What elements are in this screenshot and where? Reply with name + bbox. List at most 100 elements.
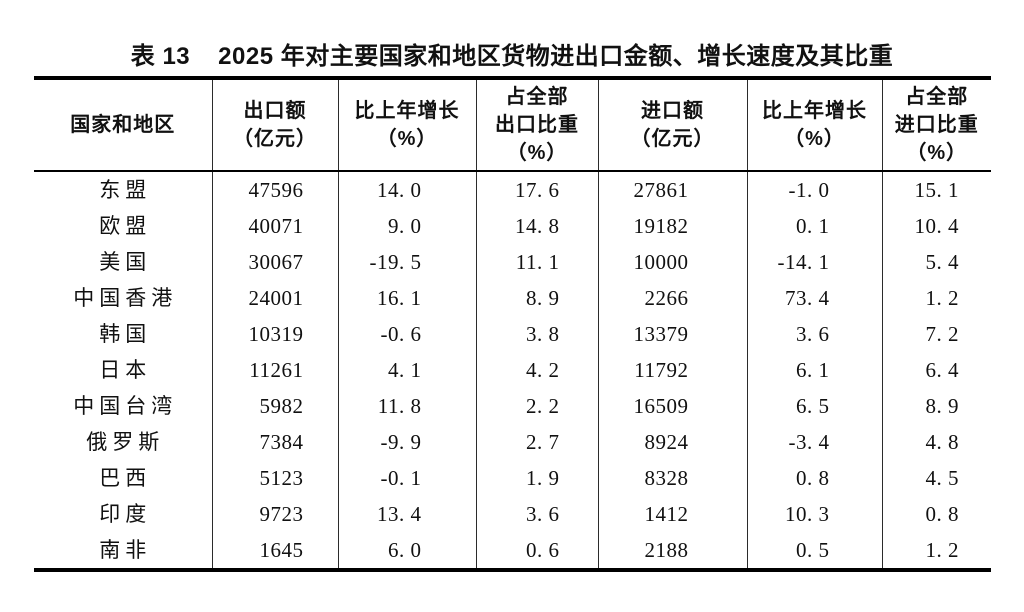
cell-export-share: 2. 7 [475, 424, 598, 460]
cell-export-share: 17. 6 [475, 171, 598, 208]
cell-export-share: 2. 2 [475, 388, 598, 424]
table-row: 中国台湾 5982 11. 8 2. 2 16509 6. 5 8. 9 [34, 388, 991, 424]
cell-export-value: 40071 [211, 208, 338, 244]
cell-export-value: 11261 [211, 352, 338, 388]
cell-import-value: 19182 [597, 208, 747, 244]
cell-import-value: 8924 [597, 424, 747, 460]
cell-import-share: 8. 9 [881, 388, 991, 424]
cell-import-value: 13379 [597, 316, 747, 352]
cell-import-value: 11792 [597, 352, 747, 388]
cell-export-value: 5123 [211, 460, 338, 496]
cell-export-growth: -0. 1 [337, 460, 476, 496]
cell-import-value: 2266 [597, 280, 747, 316]
cell-export-growth: -9. 9 [337, 424, 476, 460]
column-header-import-growth: 比上年增长 （%） [746, 78, 882, 172]
cell-import-growth: -1. 0 [746, 171, 882, 208]
cell-import-share: 4. 5 [881, 460, 991, 496]
cell-import-growth: 6. 1 [746, 352, 882, 388]
cell-export-share: 3. 6 [475, 496, 598, 532]
table-row: 南非 1645 6. 0 0. 6 2188 0. 5 1. 2 [34, 532, 991, 570]
cell-region: 印度 [99, 502, 152, 526]
cell-export-share: 11. 1 [475, 244, 598, 280]
cell-import-share: 1. 2 [881, 280, 991, 316]
cell-export-value: 47596 [211, 171, 338, 208]
table-row: 韩国 10319 -0. 6 3. 8 13379 3. 6 7. 2 [34, 316, 991, 352]
table-row: 东盟 47596 14. 0 17. 6 27861 -1. 0 15. 1 [34, 171, 991, 208]
cell-region: 中国台湾 [73, 394, 178, 418]
cell-export-share: 14. 8 [475, 208, 598, 244]
cell-import-growth: 6. 5 [746, 388, 882, 424]
table-row: 中国香港 24001 16. 1 8. 9 2266 73. 4 1. 2 [34, 280, 991, 316]
cell-import-share: 0. 8 [881, 496, 991, 532]
cell-export-growth: 13. 4 [337, 496, 476, 532]
cell-region: 美国 [99, 250, 152, 274]
cell-export-share: 0. 6 [475, 532, 598, 570]
cell-region: 巴西 [99, 466, 152, 490]
cell-import-growth: 0. 5 [746, 532, 882, 570]
cell-import-growth: 10. 3 [746, 496, 882, 532]
cell-export-value: 1645 [211, 532, 338, 570]
table-row: 印度 9723 13. 4 3. 6 1412 10. 3 0. 8 [34, 496, 991, 532]
cell-export-growth: 14. 0 [337, 171, 476, 208]
cell-export-growth: 9. 0 [337, 208, 476, 244]
cell-import-growth: 0. 8 [746, 460, 882, 496]
table-row: 美国 30067 -19. 5 11. 1 10000 -14. 1 5. 4 [34, 244, 991, 280]
table-number-label: 表 13 [130, 43, 191, 70]
cell-import-growth: 3. 6 [746, 316, 882, 352]
cell-import-growth: 0. 1 [746, 208, 882, 244]
cell-export-share: 1. 9 [475, 460, 598, 496]
cell-region: 南非 [99, 538, 152, 562]
cell-export-value: 24001 [211, 280, 338, 316]
cell-export-growth: -0. 6 [337, 316, 476, 352]
cell-import-share: 1. 2 [881, 532, 991, 570]
cell-export-growth: 6. 0 [337, 532, 476, 570]
table-row: 欧盟 40071 9. 0 14. 8 19182 0. 1 10. 4 [34, 208, 991, 244]
column-header-export-value: 出口额 （亿元） [211, 78, 338, 172]
table-title: 表 13 2025 年对主要国家和地区货物进出口金额、增长速度及其比重 [0, 42, 1024, 72]
cell-import-value: 10000 [597, 244, 747, 280]
table-row: 俄罗斯 7384 -9. 9 2. 7 8924 -3. 4 4. 8 [34, 424, 991, 460]
column-header-export-share: 占全部 出口比重 （%） [475, 78, 598, 172]
cell-import-share: 7. 2 [881, 316, 991, 352]
cell-import-value: 27861 [597, 171, 747, 208]
column-header-region: 国家和地区 [34, 78, 212, 172]
cell-export-growth: -19. 5 [337, 244, 476, 280]
cell-region: 韩国 [99, 322, 152, 346]
cell-import-value: 2188 [597, 532, 747, 570]
cell-export-value: 10319 [211, 316, 338, 352]
cell-import-share: 15. 1 [881, 171, 991, 208]
column-header-export-growth: 比上年增长 （%） [337, 78, 476, 172]
cell-import-share: 6. 4 [881, 352, 991, 388]
cell-import-value: 16509 [597, 388, 747, 424]
column-header-import-value: 进口额 （亿元） [597, 78, 747, 172]
column-header-import-share: 占全部 进口比重 （%） [881, 78, 991, 172]
cell-export-share: 3. 8 [475, 316, 598, 352]
cell-import-value: 8328 [597, 460, 747, 496]
cell-region: 中国香港 [73, 286, 178, 310]
cell-region: 东盟 [99, 178, 152, 202]
cell-export-share: 4. 2 [475, 352, 598, 388]
cell-export-growth: 4. 1 [337, 352, 476, 388]
cell-region: 日本 [99, 358, 152, 382]
header-row: 国家和地区 出口额 （亿元） 比上年增长 （%） 占全部 出口比重 （%） 进口… [34, 78, 991, 172]
trade-table: 国家和地区 出口额 （亿元） 比上年增长 （%） 占全部 出口比重 （%） 进口… [34, 76, 991, 572]
cell-import-share: 10. 4 [881, 208, 991, 244]
cell-export-value: 5982 [211, 388, 338, 424]
cell-export-value: 7384 [211, 424, 338, 460]
cell-export-value: 30067 [211, 244, 338, 280]
table-row: 日本 11261 4. 1 4. 2 11792 6. 1 6. 4 [34, 352, 991, 388]
cell-import-growth: -3. 4 [746, 424, 882, 460]
cell-import-value: 1412 [597, 496, 747, 532]
cell-region: 俄罗斯 [86, 430, 165, 454]
cell-export-growth: 11. 8 [337, 388, 476, 424]
cell-import-growth: 73. 4 [746, 280, 882, 316]
table-row: 巴西 5123 -0. 1 1. 9 8328 0. 8 4. 5 [34, 460, 991, 496]
cell-import-share: 5. 4 [881, 244, 991, 280]
cell-import-growth: -14. 1 [746, 244, 882, 280]
cell-export-value: 9723 [211, 496, 338, 532]
table-heading-text: 2025 年对主要国家和地区货物进出口金额、增长速度及其比重 [218, 43, 894, 70]
cell-export-growth: 16. 1 [337, 280, 476, 316]
cell-import-share: 4. 8 [881, 424, 991, 460]
cell-export-share: 8. 9 [475, 280, 598, 316]
